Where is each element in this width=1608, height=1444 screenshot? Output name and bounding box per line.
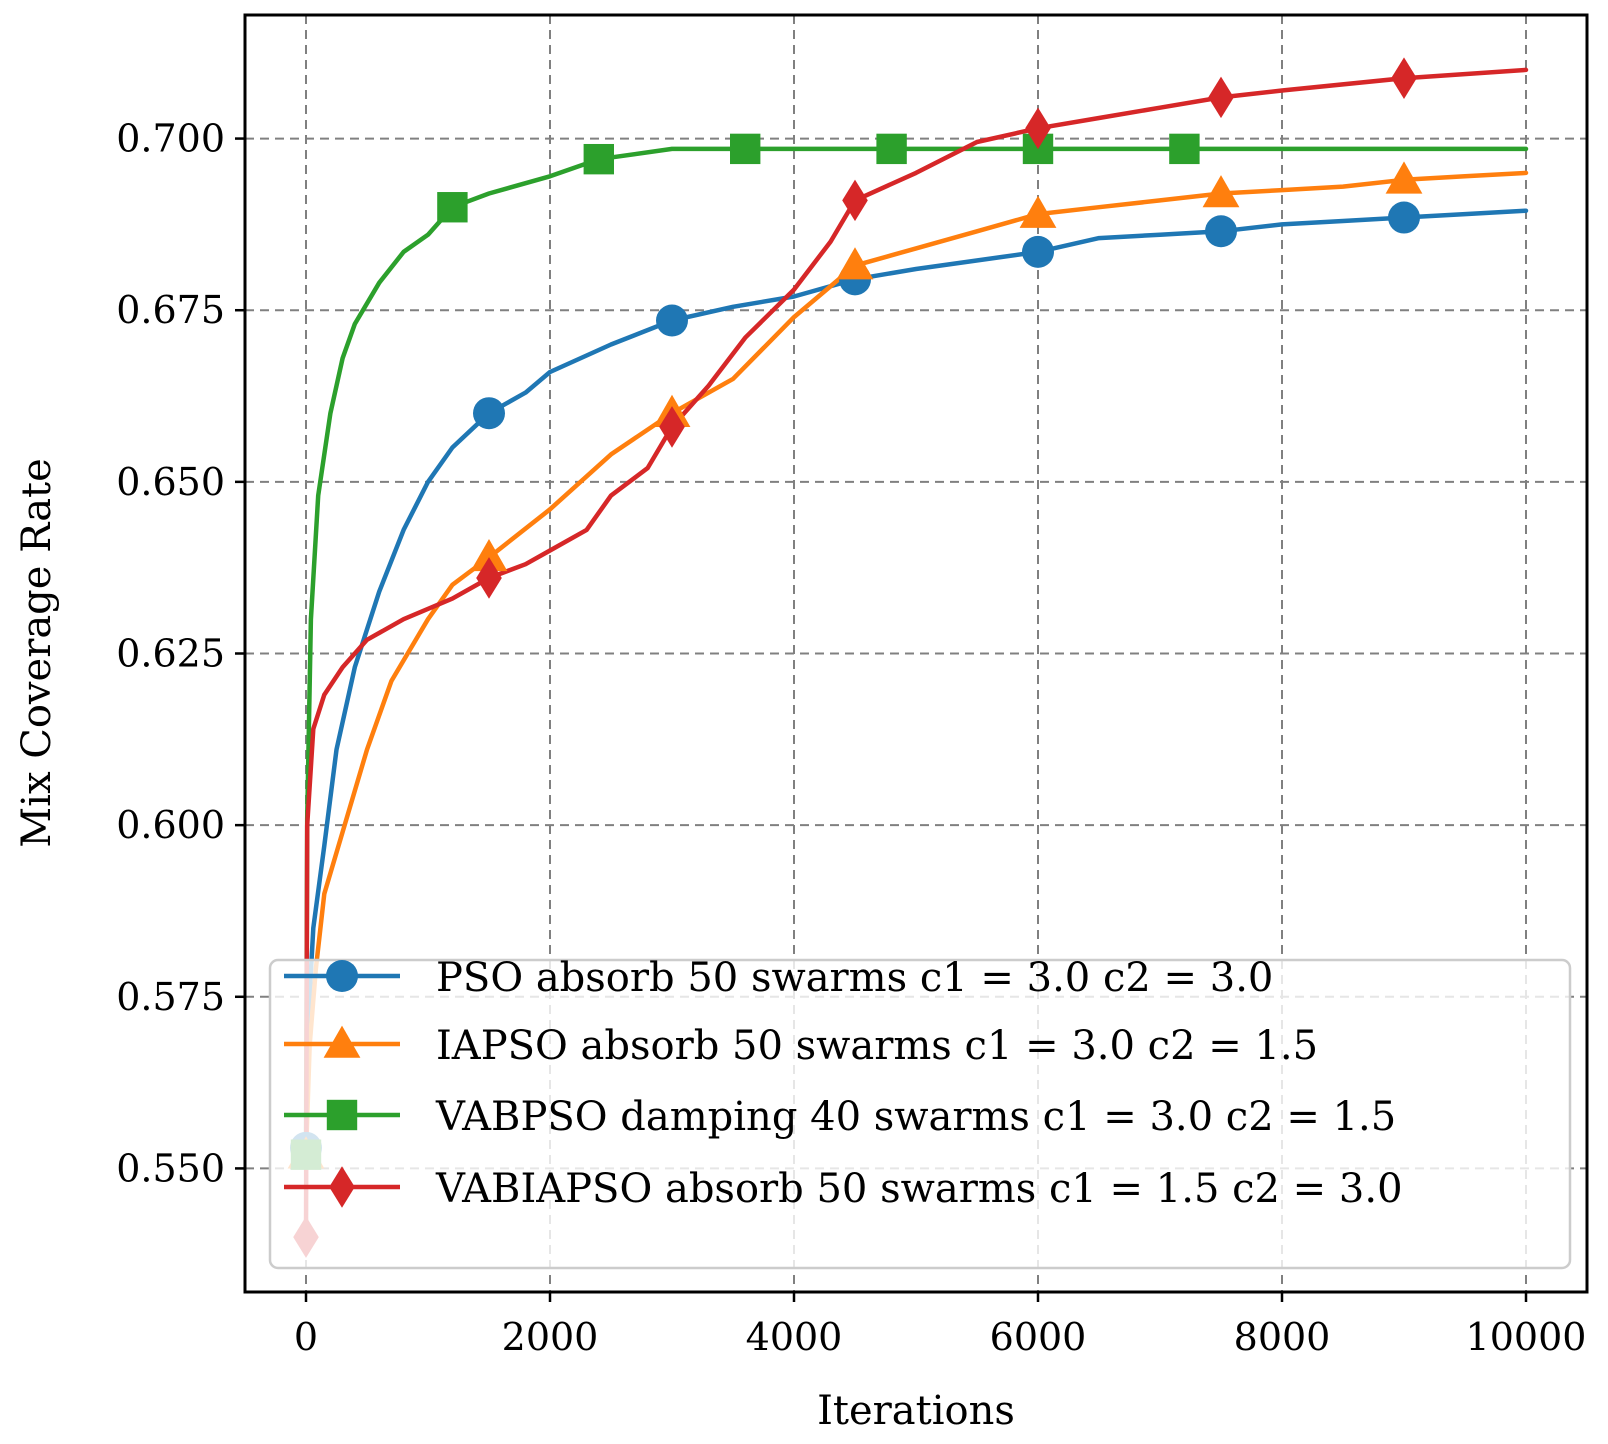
y-tick-label: 0.650 xyxy=(116,460,225,504)
data-point-diamond xyxy=(1025,107,1051,150)
x-tick-label: 2000 xyxy=(502,1315,599,1359)
legend: PSO absorb 50 swarms c1 = 3.0 c2 = 3.0 IA… xyxy=(268,955,1572,1270)
data-point-circle xyxy=(1022,235,1054,268)
data-point-triangle xyxy=(1385,161,1423,194)
x-tick-label: 0 xyxy=(294,1315,318,1359)
data-point-diamond xyxy=(1208,76,1234,119)
y-tick-label: 0.550 xyxy=(116,1146,225,1190)
data-point-square xyxy=(876,133,907,165)
x-tick-label: 6000 xyxy=(990,1315,1087,1359)
data-point-circle xyxy=(1205,215,1237,248)
y-tick-label: 0.600 xyxy=(116,803,225,847)
data-point-diamond xyxy=(659,406,685,448)
legend-marker-diamond xyxy=(329,1166,355,1208)
y-tick-label: 0.675 xyxy=(116,288,225,332)
x-axis-label: Iterations xyxy=(817,1388,1015,1434)
data-point-triangle xyxy=(836,247,874,280)
y-tick-label: 0.625 xyxy=(116,632,225,676)
axis-ticks: 0 2000 4000 6000 8000 10000 0.550 0.575 0.600 0.6… xyxy=(116,117,1586,1359)
x-tick-label: 8000 xyxy=(1234,1315,1331,1359)
legend-marker-circle xyxy=(326,960,358,992)
data-point-circle xyxy=(473,397,505,430)
series-line-circle xyxy=(303,208,1529,1151)
data-point-diamond xyxy=(476,557,502,599)
legend-marker-square xyxy=(326,1099,358,1131)
data-point-circle xyxy=(656,304,688,337)
y-axis-label: Mix Coverage Rate xyxy=(14,458,60,848)
data-point-square xyxy=(1169,133,1200,165)
data-point-diamond xyxy=(842,179,868,222)
legend-label: PSO absorb 50 swarms c1 = 3.0 c2 = 3.0 xyxy=(436,955,1273,1001)
series-line-triangle xyxy=(303,170,1529,1157)
legend-box xyxy=(268,958,1572,1270)
legend-label: VABIAPSO absorb 50 swarms c1 = 1.5 c2 = … xyxy=(435,1166,1403,1212)
data-point-triangle xyxy=(1019,195,1057,228)
y-tick-label: 0.575 xyxy=(116,975,225,1019)
data-point-square xyxy=(583,143,614,175)
data-point-triangle xyxy=(1202,175,1240,208)
legend-marker-triangle xyxy=(323,1025,361,1058)
data-point-circle xyxy=(1388,201,1420,234)
x-tick-label: 4000 xyxy=(746,1315,843,1359)
data-point-triangle xyxy=(470,538,508,572)
x-tick-label: 10000 xyxy=(1466,1315,1587,1359)
y-tick-label: 0.700 xyxy=(116,117,225,161)
data-point-square xyxy=(437,192,468,223)
legend-label: IAPSO absorb 50 swarms c1 = 3.0 c2 = 1.5 xyxy=(436,1023,1318,1069)
data-point-square xyxy=(730,133,761,165)
data-point-diamond xyxy=(1391,57,1417,99)
legend-label: VABPSO damping 40 swarms c1 = 3.0 c2 = 1… xyxy=(435,1094,1396,1140)
